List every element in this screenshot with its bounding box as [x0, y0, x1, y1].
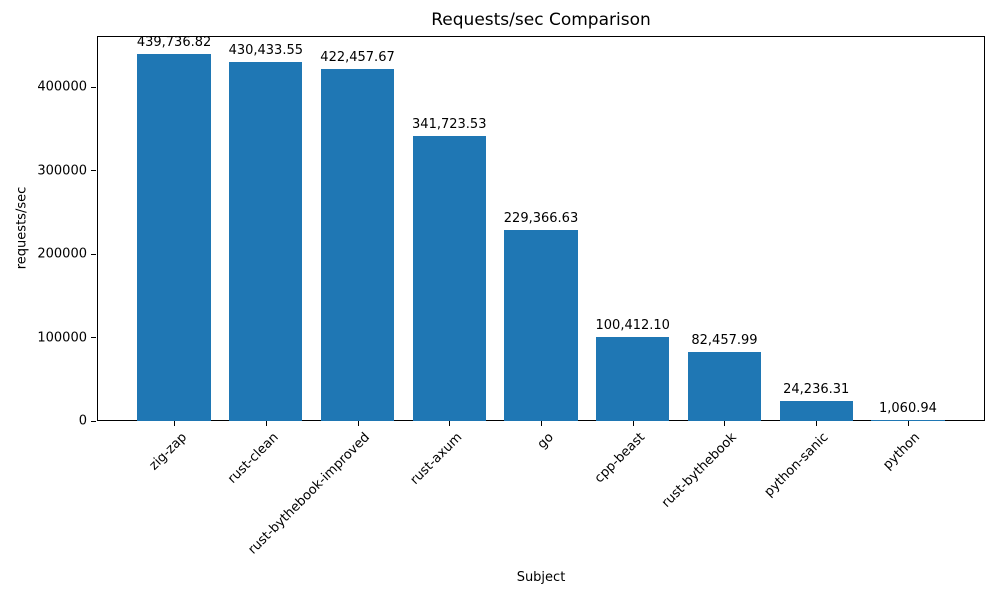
y-tick-mark — [91, 86, 96, 88]
bar-value-label: 422,457.67 — [320, 49, 395, 65]
bar-value-label: 82,457.99 — [691, 333, 758, 349]
x-tick-mark — [541, 421, 542, 426]
x-tick-mark — [265, 421, 267, 426]
chart-title: Requests/sec Comparison — [431, 10, 651, 30]
y-tick-label: 200000 — [37, 246, 87, 262]
x-tick-mark — [449, 421, 451, 426]
x-tick-mark — [907, 421, 909, 426]
bar-python — [871, 420, 945, 421]
x-tick-label-rust-clean: rust-clean — [224, 430, 282, 487]
bars-layer — [97, 36, 985, 421]
x-tick-label-zig-zap: zig-zap — [146, 430, 190, 474]
bar-value-label: 439,736.82 — [136, 35, 212, 51]
x-tick-label-python: python — [880, 430, 924, 473]
x-tick-mark — [632, 421, 634, 426]
bar-rust-axum — [412, 136, 486, 421]
x-tick-label-go: go — [534, 430, 557, 453]
bar-rust-bythebook — [687, 352, 762, 421]
bar-zig-zap — [137, 54, 211, 421]
x-tick-label-python-sanic: python-sanic — [761, 430, 832, 500]
x-tick-mark — [816, 421, 818, 426]
bar-value-label: 430,433.55 — [228, 43, 303, 59]
bar-value-label: 229,366.63 — [503, 210, 579, 226]
x-tick-mark — [357, 421, 359, 426]
bar-python-sanic — [779, 400, 853, 421]
x-tick-label-cpp-beast: cpp-beast — [592, 430, 649, 487]
bar-rust-bythebook-improved — [320, 68, 395, 421]
bar-value-label: 1,060.94 — [878, 401, 937, 417]
x-tick-label-rust-bythebook: rust-bythebook — [659, 430, 741, 511]
y-tick-label: 400000 — [37, 79, 87, 95]
bar-cpp-beast — [596, 337, 670, 421]
y-tick-mark — [91, 420, 96, 422]
bar-go — [504, 229, 578, 421]
y-tick-label: 0 — [78, 413, 87, 429]
y-tick-mark — [91, 170, 96, 172]
bar-value-label: 100,412.10 — [595, 318, 670, 334]
y-tick-mark — [91, 253, 96, 255]
bar-value-label: 341,723.53 — [412, 117, 487, 133]
x-tick-mark — [724, 421, 726, 426]
x-tick-label-rust-axum: rust-axum — [407, 430, 465, 488]
y-tick-label: 300000 — [37, 163, 87, 179]
x-tick-mark — [174, 421, 176, 426]
bar-rust-clean — [229, 62, 303, 421]
x-axis-label: Subject — [516, 570, 566, 585]
bar-value-label: 24,236.31 — [783, 381, 850, 397]
y-tick-mark — [91, 337, 96, 339]
y-tick-label: 100000 — [37, 330, 87, 346]
